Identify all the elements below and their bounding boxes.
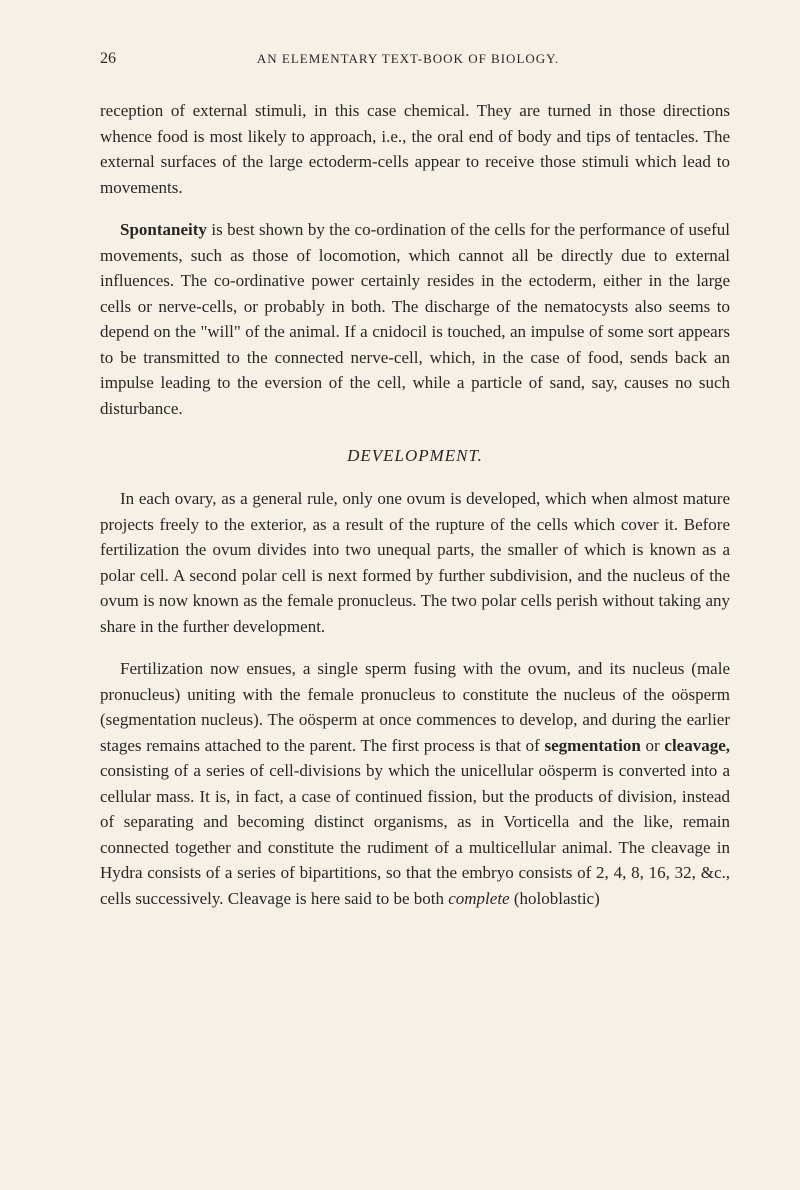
paragraph-2-text: is best shown by the co-ordination of th… <box>100 220 730 418</box>
paragraph-4-c: (holoblastic) <box>510 889 600 908</box>
term-cleavage: cleavage, <box>664 736 730 755</box>
term-spontaneity: Spontaneity <box>120 220 207 239</box>
book-title: AN ELEMENTARY TEXT-BOOK OF BIOLOGY. <box>116 51 730 67</box>
page-header: 26 AN ELEMENTARY TEXT-BOOK OF BIOLOGY. <box>100 50 730 68</box>
term-segmentation: segmentation <box>545 736 641 755</box>
paragraph-4-or: or <box>641 736 665 755</box>
paragraph-4: Fertilization now ensues, a single sperm… <box>100 656 730 911</box>
section-heading: DEVELOPMENT. <box>100 446 730 466</box>
paragraph-4-b: consisting of a series of cell-divisions… <box>100 761 730 908</box>
term-complete: complete <box>448 889 509 908</box>
paragraph-1: reception of external stimuli, in this c… <box>100 98 730 200</box>
page-number: 26 <box>100 50 116 68</box>
paragraph-2: Spontaneity is best shown by the co-ordi… <box>100 217 730 421</box>
document-page: 26 AN ELEMENTARY TEXT-BOOK OF BIOLOGY. r… <box>0 0 800 977</box>
paragraph-3: In each ovary, as a general rule, only o… <box>100 486 730 639</box>
